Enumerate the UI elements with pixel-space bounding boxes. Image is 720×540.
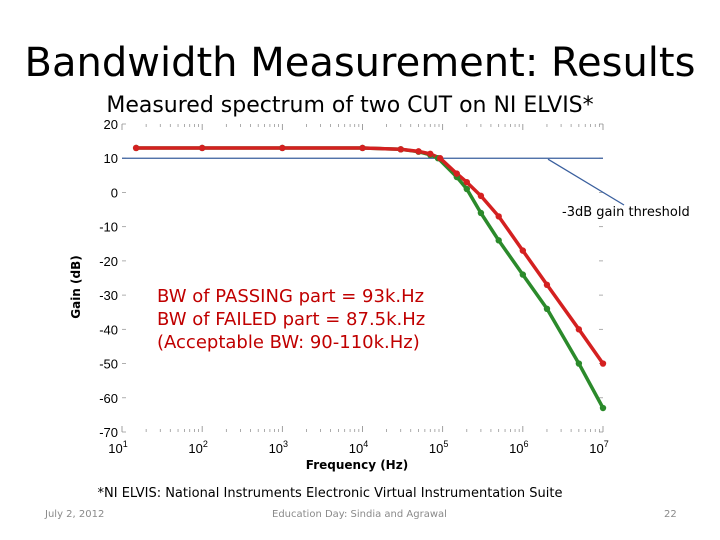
- y-tick-label: 10: [104, 151, 118, 166]
- series-passing-point: [198, 144, 206, 152]
- series-points: [132, 144, 607, 412]
- threshold-label: -3dB gain threshold: [562, 205, 690, 220]
- annotation-failed-bw: BW of FAILED part = 87.5k.Hz: [157, 309, 426, 330]
- x-axis-label: Frequency (Hz): [306, 458, 408, 472]
- threshold-pointer-line: [547, 158, 625, 206]
- series-failed-line: [136, 146, 605, 409]
- y-tick-label: -40: [99, 322, 118, 337]
- series-passing-point: [543, 281, 551, 289]
- annotation-acceptable-bw: (Acceptable BW: 90-110k.Hz): [157, 332, 420, 353]
- y-tick-label: -60: [99, 391, 118, 406]
- series-failed-point: [575, 360, 583, 367]
- series-failed-point: [463, 185, 470, 193]
- y-tick-label: -10: [99, 220, 118, 235]
- series-passing-point: [575, 326, 583, 333]
- x-tick-label: 104: [349, 439, 368, 456]
- series-passing-point: [463, 178, 470, 186]
- series-passing-point: [519, 247, 527, 254]
- annotation-passing-bw: BW of PASSING part = 93k.Hz: [157, 286, 425, 307]
- footnote: *NI ELVIS: National Instruments Electron…: [97, 486, 563, 501]
- x-tick-label: 105: [429, 439, 448, 456]
- series-passing-point: [132, 144, 140, 152]
- x-tick-label: 106: [509, 439, 528, 456]
- series-passing-point: [279, 144, 286, 152]
- bandwidth-annotation: BW of PASSING part = 93k.Hz BW of FAILED…: [157, 285, 425, 354]
- series-passing-point: [477, 192, 485, 200]
- page-number: 22: [664, 509, 677, 520]
- axis-ticks: [121, 123, 604, 433]
- series-passing-point: [397, 146, 404, 153]
- y-tick-label: -70: [99, 425, 118, 440]
- series-passing-point: [427, 150, 434, 157]
- series-failed-point: [599, 404, 607, 412]
- y-tick-label: 20: [104, 117, 118, 132]
- y-tick-label: -30: [99, 288, 118, 303]
- footer-event: Education Day: Sindia and Agrawal: [272, 509, 447, 520]
- series-failed-point: [543, 305, 551, 312]
- footer-date: July 2, 2012: [45, 509, 105, 520]
- slide-title: Bandwidth Measurement: Results: [24, 40, 696, 86]
- slide-subtitle: Measured spectrum of two CUT on NI ELVIS…: [106, 93, 594, 118]
- series-passing-line: [136, 146, 605, 365]
- series-passing-point: [453, 170, 460, 177]
- series-passing-point: [359, 144, 366, 152]
- series-failed-point: [477, 209, 485, 217]
- x-tick-labels: 101 102 103 104 105 106 107: [108, 439, 608, 456]
- series-failed-point: [519, 271, 527, 278]
- series-passing-point: [415, 148, 422, 155]
- series-passing-point: [599, 360, 607, 367]
- x-tick-label: 102: [188, 439, 207, 456]
- series-failed-point: [495, 237, 502, 244]
- y-tick-labels: 20 10 0 -10 -20 -30 -40 -50 -60 -70: [99, 117, 118, 440]
- series-passing-point: [495, 213, 502, 220]
- x-tick-label: 101: [108, 439, 127, 456]
- y-tick-label: 0: [111, 185, 118, 200]
- y-tick-label: -20: [99, 254, 118, 269]
- y-axis-label: Gain (dB): [69, 255, 83, 319]
- y-tick-label: -50: [99, 357, 118, 372]
- x-tick-label: 103: [269, 439, 288, 456]
- x-tick-label: 107: [589, 439, 608, 456]
- series-passing-point: [436, 155, 444, 162]
